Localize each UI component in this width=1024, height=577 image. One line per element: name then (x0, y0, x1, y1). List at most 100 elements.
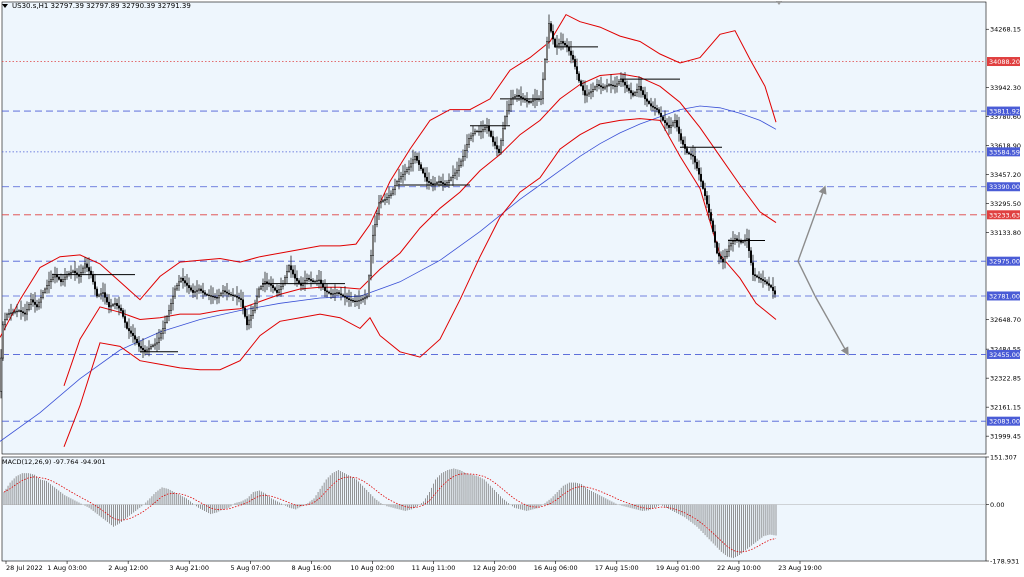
candle-body (732, 240, 734, 244)
candle-body (616, 83, 618, 87)
candle-body (462, 156, 464, 162)
candle-body (694, 156, 696, 163)
candle-body (198, 288, 200, 291)
candle-body (90, 270, 92, 275)
candle-body (532, 99, 534, 102)
price-level-label: 33390.00 (989, 183, 1020, 191)
candle-body (106, 297, 108, 303)
candle-body (350, 299, 352, 301)
candle-body (478, 130, 480, 133)
candle-body (506, 110, 508, 118)
time-tick-label: 16 Aug 06:00 (534, 564, 578, 572)
time-tick-label: 23 Aug 19:00 (778, 564, 822, 572)
candle-body (728, 245, 730, 252)
candle-body (258, 288, 260, 297)
candle-body (392, 189, 394, 195)
price-tick-label: 31999.45 (990, 433, 1021, 441)
candle-body (610, 84, 612, 86)
candle-body (40, 297, 42, 303)
candle-body (470, 135, 472, 139)
candle-body (208, 294, 210, 297)
candle-body (614, 85, 616, 87)
candle-body (562, 41, 564, 44)
candle-body (504, 116, 506, 130)
candle-body (482, 129, 484, 132)
bollinger-middle-band (63, 73, 777, 386)
candle-body (278, 289, 280, 293)
candle-body (400, 176, 402, 180)
candle-body (702, 181, 704, 189)
candle-body (548, 23, 550, 42)
candle-body (154, 343, 156, 346)
candle-body (700, 173, 702, 182)
candle-body (16, 310, 18, 313)
candle-body (188, 285, 190, 289)
candle-body (224, 290, 226, 293)
candle-body (772, 286, 774, 291)
collapse-triangle-icon[interactable] (2, 4, 8, 8)
candle-body (312, 280, 314, 283)
candle-body (20, 310, 22, 312)
price-tick-label: 33942.30 (990, 84, 1021, 92)
price-level-label: 32781.00 (989, 292, 1020, 300)
candle-body (390, 193, 392, 196)
candle-body (0, 357, 2, 392)
candle-body (668, 124, 670, 128)
candle-body (42, 292, 44, 298)
candle-body (120, 307, 122, 311)
candle-body (200, 288, 202, 292)
candle-body (130, 330, 132, 334)
candle-body (336, 292, 338, 294)
candle-body (348, 298, 350, 300)
candle-body (490, 130, 492, 137)
candle-body (414, 156, 416, 161)
candle-body (178, 281, 180, 286)
candle-body (370, 255, 372, 277)
candle-body (766, 281, 768, 284)
macd-tick-label: 0.00 (990, 501, 1004, 509)
candle-body (226, 291, 228, 294)
price-level-label: 32083.00 (989, 418, 1020, 426)
candle-body (640, 86, 642, 91)
candle-body (584, 90, 586, 96)
candle-body (134, 335, 136, 340)
candle-body (166, 316, 168, 323)
candle-body (692, 154, 694, 157)
candle-body (46, 285, 48, 290)
candle-body (582, 85, 584, 91)
candle-body (748, 238, 750, 251)
candle-body (332, 293, 334, 295)
candle-body (380, 201, 382, 204)
candle-body (706, 195, 708, 205)
candle-body (630, 90, 632, 94)
candle-body (318, 279, 320, 282)
time-tick-label: 5 Aug 07:00 (230, 564, 270, 572)
candle-body (264, 281, 266, 285)
candle-body (652, 105, 654, 108)
candle-body (8, 313, 10, 315)
candle-body (590, 91, 592, 94)
candle-body (34, 301, 36, 305)
candle-body (292, 269, 294, 275)
price-tick-label: 33457.20 (990, 171, 1021, 179)
candle-body (136, 338, 138, 344)
candle-body (528, 100, 530, 103)
candle-body (72, 270, 74, 273)
candle-body (418, 160, 420, 165)
candle-body (416, 156, 418, 161)
candle-body (70, 271, 72, 274)
candle-body (678, 126, 680, 134)
candle-body (372, 234, 374, 256)
price-level-tag (987, 182, 1020, 192)
candle-body (552, 31, 554, 40)
candle-body (96, 288, 98, 297)
candle-body (690, 153, 692, 156)
candle-body (148, 347, 150, 351)
candle-body (114, 303, 116, 305)
candle-body (248, 319, 250, 326)
candle-body (696, 161, 698, 169)
candle-body (644, 94, 646, 100)
candle-body (396, 181, 398, 186)
